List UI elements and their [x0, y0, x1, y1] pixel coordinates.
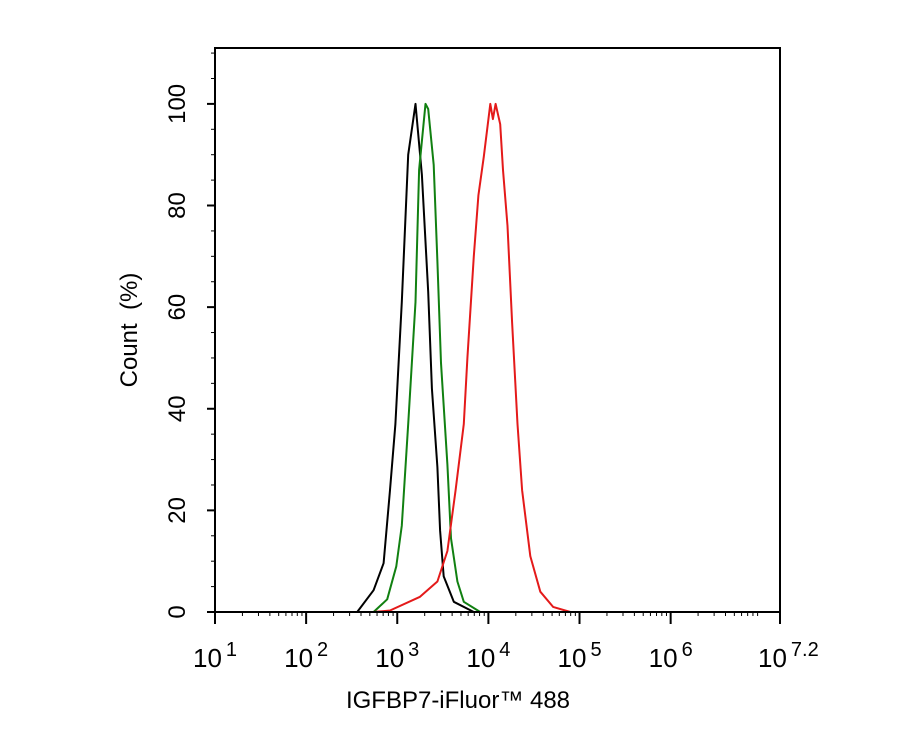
x-tick-exponent: 1	[226, 639, 237, 661]
y-tick-label: 100	[164, 84, 191, 124]
series-line-2	[373, 102, 571, 613]
series-group	[356, 102, 571, 613]
x-tick-exponent: 7.2	[791, 639, 819, 661]
x-axis: 10 1 10 2 10 3 10 4 10 5 10 6 10 7.2	[193, 612, 819, 673]
x-tick-base: 10	[558, 643, 587, 673]
y-axis-label: Count (%)	[116, 273, 143, 388]
x-tick-label: 10 1	[193, 639, 237, 673]
x-tick-exponent: 5	[590, 639, 601, 661]
x-tick-exponent: 4	[499, 639, 510, 661]
y-axis: 0 20 40 60 80 100	[164, 52, 215, 619]
x-tick-label: 10 7.2	[758, 639, 819, 673]
x-tick-base: 10	[758, 643, 787, 673]
x-tick-exponent: 6	[682, 639, 693, 661]
x-tick-base: 10	[466, 643, 495, 673]
x-tick-base: 10	[284, 643, 313, 673]
y-tick-label: 80	[164, 192, 191, 219]
y-tick-label: 20	[164, 497, 191, 524]
x-axis-label: IGFBP7-iFluor™ 488	[346, 687, 570, 714]
x-tick-exponent: 3	[408, 639, 419, 661]
y-tick-label: 40	[164, 395, 191, 422]
x-tick-label: 10 3	[375, 639, 419, 673]
y-tick-label: 0	[164, 605, 191, 618]
x-tick-base: 10	[649, 643, 678, 673]
x-tick-label: 10 6	[649, 639, 693, 673]
x-tick-base: 10	[375, 643, 404, 673]
series-line-0	[356, 102, 475, 613]
x-tick-exponent: 2	[317, 639, 328, 661]
x-tick-base: 10	[193, 643, 222, 673]
x-tick-label: 10 2	[284, 639, 328, 673]
x-tick-label: 10 4	[466, 639, 510, 673]
series-line-1	[372, 102, 481, 613]
x-tick-label: 10 5	[558, 639, 602, 673]
y-tick-label: 60	[164, 294, 191, 321]
plot-frame	[214, 47, 781, 613]
